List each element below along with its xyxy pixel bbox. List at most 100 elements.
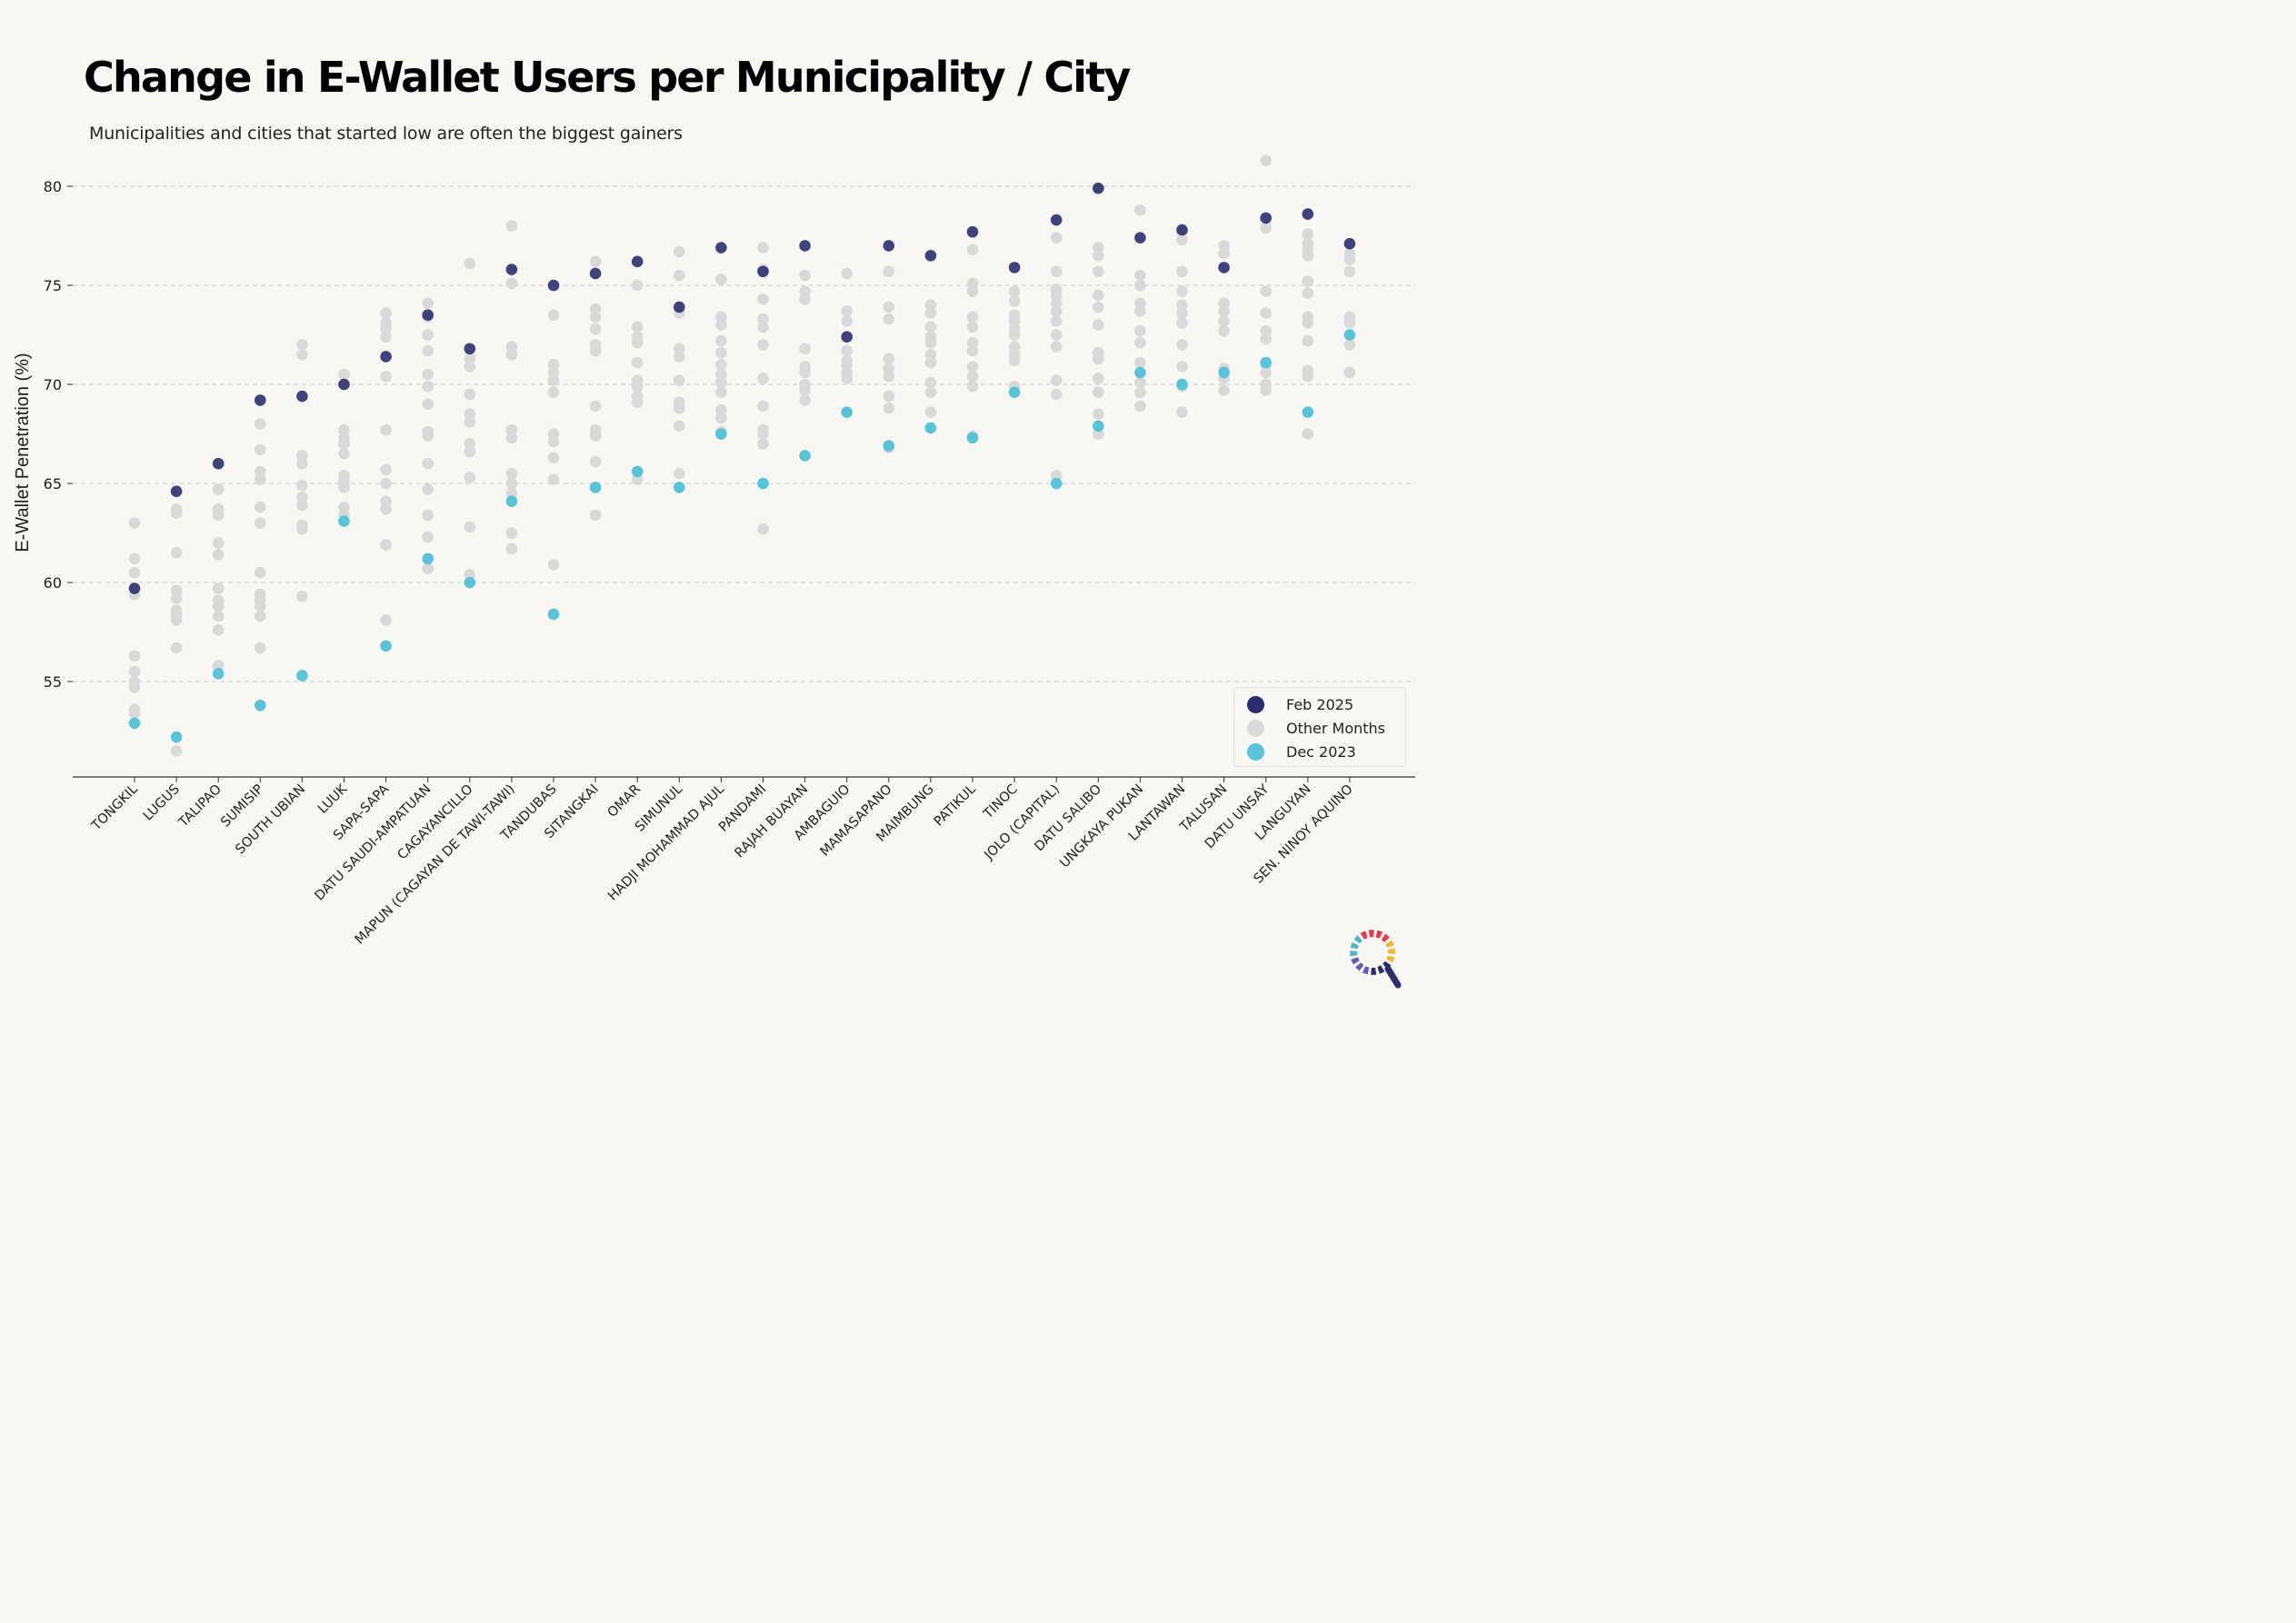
point-dec-2023 bbox=[255, 699, 266, 712]
point-other-months bbox=[212, 660, 225, 672]
point-other-months bbox=[924, 336, 937, 349]
point-other-months bbox=[1050, 469, 1063, 482]
point-other-months bbox=[464, 353, 476, 364]
point-other-months bbox=[757, 400, 769, 413]
point-other-months bbox=[1093, 242, 1104, 254]
point-other-months bbox=[212, 509, 225, 522]
point-other-months bbox=[966, 311, 979, 324]
point-feb-2025 bbox=[924, 250, 937, 262]
point-other-months bbox=[128, 517, 141, 529]
point-other-months bbox=[1218, 324, 1230, 337]
point-other-months bbox=[1260, 384, 1272, 396]
point-other-months bbox=[1093, 428, 1104, 440]
point-other-months bbox=[1134, 305, 1146, 317]
point-feb-2025 bbox=[841, 331, 853, 343]
point-other-months bbox=[883, 313, 895, 325]
x-tick-label: TALIPAO bbox=[175, 782, 225, 831]
point-other-months bbox=[170, 547, 183, 559]
point-other-months bbox=[1050, 374, 1063, 386]
logo-segment bbox=[1350, 951, 1358, 957]
point-other-months bbox=[924, 376, 937, 389]
y-axis: 55 60 65 70 75 80 bbox=[44, 178, 73, 691]
point-dec-2023 bbox=[841, 406, 853, 418]
point-other-months bbox=[505, 467, 518, 480]
point-other-months bbox=[422, 457, 434, 470]
logo-segment bbox=[1353, 935, 1363, 944]
point-other-months bbox=[380, 423, 392, 436]
point-other-months bbox=[589, 455, 602, 468]
data-points bbox=[128, 154, 1356, 757]
point-other-months bbox=[589, 400, 602, 413]
point-other-months bbox=[631, 380, 644, 393]
point-other-months bbox=[422, 344, 434, 357]
point-other-months bbox=[799, 343, 811, 355]
point-other-months bbox=[1343, 317, 1356, 329]
point-other-months bbox=[674, 351, 685, 363]
point-other-months bbox=[464, 568, 476, 581]
point-other-months bbox=[547, 428, 560, 440]
point-other-months bbox=[1260, 154, 1272, 166]
point-other-months bbox=[380, 495, 392, 507]
point-dec-2023 bbox=[1093, 420, 1104, 433]
point-other-months bbox=[1093, 250, 1104, 262]
point-other-months bbox=[1343, 254, 1356, 265]
point-other-months bbox=[1050, 314, 1063, 327]
point-other-months bbox=[1008, 341, 1021, 353]
legend: Feb 2025 Other Months Dec 2023 bbox=[1233, 687, 1406, 767]
point-other-months bbox=[212, 610, 225, 622]
point-other-months bbox=[924, 321, 937, 334]
point-other-months bbox=[757, 321, 769, 334]
point-other-months bbox=[757, 523, 769, 535]
point-other-months bbox=[547, 435, 560, 448]
point-other-months bbox=[1008, 329, 1021, 341]
point-feb-2025 bbox=[1008, 262, 1021, 274]
point-dec-2023 bbox=[338, 515, 350, 527]
point-other-months bbox=[1218, 297, 1230, 309]
point-feb-2025 bbox=[1134, 232, 1146, 244]
point-other-months bbox=[422, 483, 434, 495]
point-other-months bbox=[1343, 366, 1356, 379]
point-other-months bbox=[924, 307, 937, 319]
point-feb-2025 bbox=[547, 279, 560, 292]
point-other-months bbox=[338, 482, 350, 493]
legend-item-dec-2023: Dec 2023 bbox=[1247, 741, 1356, 762]
point-dec-2023 bbox=[966, 432, 979, 444]
point-other-months bbox=[1093, 386, 1104, 399]
point-feb-2025 bbox=[589, 267, 602, 280]
point-other-months bbox=[380, 307, 392, 319]
point-dec-2023 bbox=[757, 477, 769, 490]
point-other-months bbox=[1302, 228, 1314, 240]
point-other-months bbox=[1134, 400, 1146, 413]
point-feb-2025 bbox=[296, 390, 308, 403]
point-other-months bbox=[128, 682, 141, 693]
point-other-months bbox=[422, 398, 434, 411]
x-tick-label: JOLO (CAPITAL) bbox=[982, 782, 1063, 863]
point-other-months bbox=[255, 418, 266, 430]
point-other-months bbox=[380, 370, 392, 383]
point-feb-2025 bbox=[1093, 182, 1104, 194]
point-other-months bbox=[1218, 247, 1230, 260]
point-other-months bbox=[715, 358, 727, 371]
point-other-months bbox=[1302, 428, 1314, 440]
y-tick-label: 65 bbox=[44, 475, 62, 493]
point-other-months bbox=[966, 361, 979, 373]
point-other-months bbox=[380, 331, 392, 343]
point-dec-2023 bbox=[296, 670, 308, 682]
logo-segment bbox=[1368, 930, 1374, 938]
point-other-months bbox=[1008, 285, 1021, 297]
point-other-months bbox=[170, 745, 183, 757]
point-feb-2025 bbox=[338, 378, 350, 391]
point-other-months bbox=[1050, 232, 1063, 244]
legend-item-feb-2025: Feb 2025 bbox=[1247, 693, 1353, 715]
point-other-months bbox=[1176, 234, 1188, 246]
point-other-months bbox=[1176, 406, 1188, 418]
logo-segment bbox=[1371, 967, 1377, 975]
point-other-months bbox=[757, 242, 769, 254]
legend-marker-feb-2025 bbox=[1247, 695, 1264, 713]
point-other-months bbox=[841, 373, 853, 384]
point-other-months bbox=[1176, 285, 1188, 297]
point-other-months bbox=[1050, 341, 1063, 353]
y-tick-label: 75 bbox=[44, 277, 62, 294]
point-other-months bbox=[674, 374, 685, 386]
point-other-months bbox=[255, 473, 266, 485]
